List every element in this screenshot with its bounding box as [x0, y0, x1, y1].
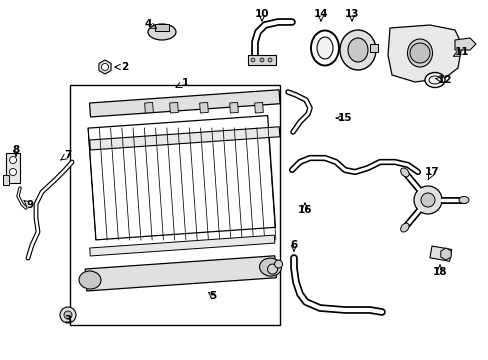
Text: 2: 2 — [121, 62, 128, 72]
Text: 8: 8 — [12, 145, 20, 155]
Bar — [70, 85, 280, 325]
Bar — [155, 24, 169, 31]
Ellipse shape — [148, 24, 176, 40]
Text: 18: 18 — [432, 267, 447, 277]
Circle shape — [9, 157, 17, 163]
Text: 14: 14 — [313, 9, 327, 19]
Circle shape — [267, 264, 277, 274]
Ellipse shape — [339, 30, 375, 70]
Circle shape — [420, 193, 434, 207]
Polygon shape — [387, 25, 461, 82]
Ellipse shape — [400, 223, 408, 232]
Polygon shape — [199, 103, 208, 113]
Circle shape — [64, 311, 72, 319]
Text: 10: 10 — [254, 9, 269, 19]
Circle shape — [409, 43, 429, 63]
Circle shape — [267, 58, 271, 62]
Bar — [429, 246, 451, 261]
Circle shape — [250, 58, 254, 62]
Ellipse shape — [428, 76, 440, 84]
Bar — [369, 44, 377, 52]
Bar — [247, 55, 275, 65]
Text: 16: 16 — [297, 205, 312, 215]
Text: 9: 9 — [26, 200, 34, 210]
Polygon shape — [144, 103, 153, 113]
Ellipse shape — [424, 72, 444, 87]
Polygon shape — [169, 103, 178, 113]
Text: 1: 1 — [181, 78, 188, 88]
Polygon shape — [85, 256, 276, 291]
Ellipse shape — [316, 37, 332, 59]
Circle shape — [260, 58, 264, 62]
Ellipse shape — [79, 271, 101, 289]
Text: 12: 12 — [437, 75, 451, 85]
Text: 6: 6 — [290, 240, 297, 250]
Text: 17: 17 — [424, 167, 438, 177]
Ellipse shape — [310, 31, 338, 66]
Polygon shape — [254, 103, 263, 113]
Text: 13: 13 — [344, 9, 359, 19]
Ellipse shape — [407, 39, 431, 67]
Polygon shape — [89, 90, 280, 117]
Polygon shape — [89, 235, 274, 256]
Text: 11: 11 — [454, 47, 468, 57]
Circle shape — [413, 186, 441, 214]
Text: 5: 5 — [209, 291, 216, 301]
Text: 4: 4 — [144, 19, 151, 29]
Ellipse shape — [347, 38, 367, 62]
Text: 3: 3 — [64, 315, 71, 325]
Text: 15: 15 — [337, 113, 351, 123]
Polygon shape — [229, 103, 238, 113]
Circle shape — [9, 168, 17, 175]
Circle shape — [60, 307, 76, 323]
Circle shape — [102, 63, 108, 71]
Bar — [3, 175, 9, 185]
Polygon shape — [89, 127, 279, 150]
Ellipse shape — [259, 258, 281, 276]
Bar — [6, 153, 20, 183]
Text: 7: 7 — [64, 150, 72, 160]
Circle shape — [274, 260, 282, 268]
Ellipse shape — [458, 197, 468, 203]
Polygon shape — [454, 38, 475, 50]
Polygon shape — [88, 116, 275, 240]
Ellipse shape — [400, 168, 408, 177]
